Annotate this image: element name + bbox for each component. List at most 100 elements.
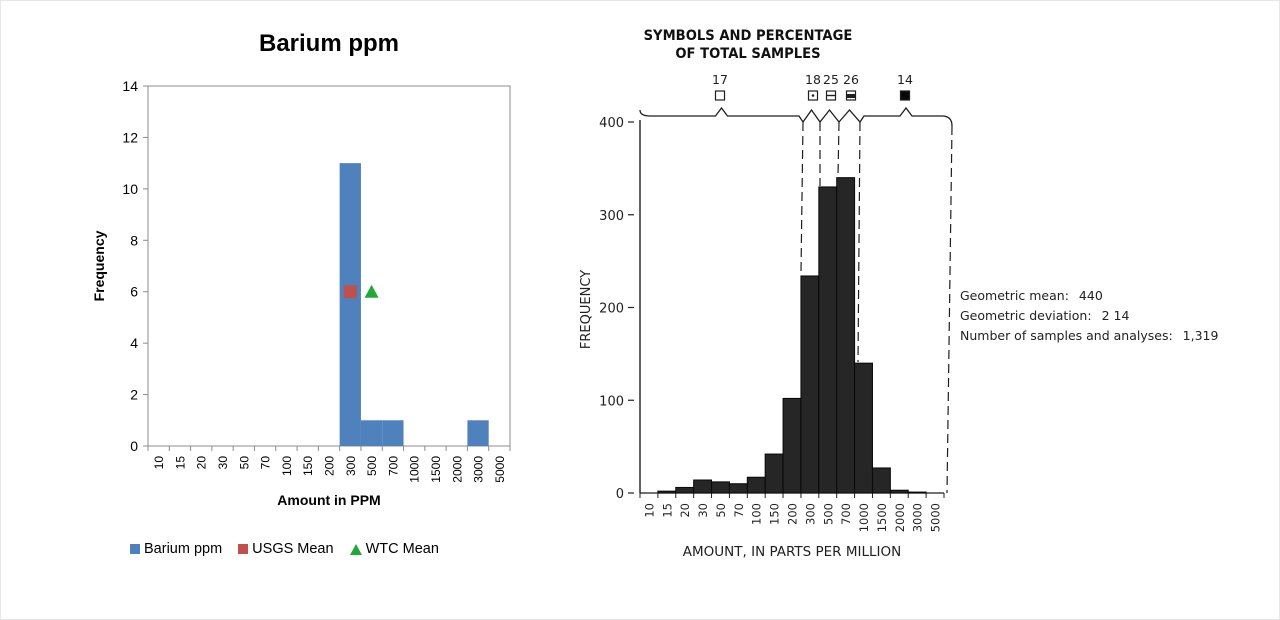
y-tick-label: 4 bbox=[130, 335, 138, 351]
symbol-fill-dot bbox=[811, 94, 815, 97]
histogram-bar bbox=[800, 275, 820, 494]
x-tick-label: 100 bbox=[280, 456, 294, 476]
x-tick-label: 1000 bbox=[857, 503, 871, 532]
legend-swatch-usgs-mean bbox=[238, 544, 249, 554]
x-tick-label: 3000 bbox=[472, 456, 486, 483]
histogram-bar bbox=[782, 397, 802, 494]
x-tick-label: 150 bbox=[301, 456, 315, 476]
x-tick-label: 10 bbox=[642, 503, 656, 518]
y-tick-label: 0 bbox=[130, 438, 138, 454]
x-tick-label: 1500 bbox=[875, 503, 889, 532]
group-percent-label: 14 bbox=[897, 72, 913, 87]
stat-label: Geometric mean: bbox=[960, 288, 1069, 303]
x-tick-label: 150 bbox=[768, 503, 782, 525]
x-tick-label: 3000 bbox=[911, 503, 925, 532]
group-percent-label: 17 bbox=[712, 72, 728, 87]
histogram-bar bbox=[871, 467, 891, 494]
histogram-bar bbox=[746, 476, 766, 494]
group-divider-dashed bbox=[946, 125, 953, 494]
x-tick-label: 2000 bbox=[893, 503, 907, 532]
x-axis-label: AMOUNT, IN PARTS PER MILLION bbox=[683, 544, 901, 560]
histogram-bar bbox=[818, 186, 838, 494]
x-tick-label: 200 bbox=[786, 503, 800, 525]
open-square-symbol-icon bbox=[714, 90, 726, 101]
histogram-bar bbox=[854, 362, 873, 494]
legend-swatch-wtc-mean bbox=[349, 543, 362, 555]
wtc-mean-marker bbox=[364, 284, 379, 298]
stat-geometric-deviation: Geometric deviation: 2 14 bbox=[960, 306, 1218, 326]
y-tick-label: 400 bbox=[599, 116, 624, 131]
histogram-bar bbox=[657, 490, 677, 494]
legend-label-wtc-mean: WTC Mean bbox=[365, 541, 439, 557]
x-axis-label: Amount in PPM bbox=[277, 492, 380, 508]
right-stats: Geometric mean: 440 Geometric deviation: 2… bbox=[960, 286, 1218, 346]
x-tick-label: 15 bbox=[660, 503, 674, 518]
legend-label-usgs-mean: USGS Mean bbox=[252, 541, 334, 557]
x-tick-label: 2000 bbox=[450, 456, 464, 483]
stat-sample-count: Number of samples and analyses: 1,319 bbox=[960, 326, 1218, 346]
left-chart-title: Barium ppm bbox=[258, 30, 399, 57]
legend-item-usgs-mean: USGS Mean bbox=[238, 541, 334, 557]
group-divider-dashed bbox=[800, 121, 804, 273]
x-tick-label: 5000 bbox=[493, 456, 507, 483]
x-tick-label: 500 bbox=[821, 503, 835, 525]
legend-item-barium: Barium ppm bbox=[130, 541, 222, 557]
x-tick-label: 30 bbox=[696, 503, 710, 518]
usgs-mean-marker bbox=[343, 285, 357, 299]
y-tick-label: 100 bbox=[599, 394, 624, 409]
histogram-bar bbox=[360, 420, 383, 446]
x-tick-label: 200 bbox=[323, 456, 337, 476]
y-tick-label: 2 bbox=[130, 387, 138, 403]
y-axis-label: Frequency bbox=[91, 230, 107, 301]
y-tick-label: 6 bbox=[130, 284, 138, 300]
symbol-fill-band bbox=[846, 94, 856, 98]
group-divider-dashed bbox=[837, 121, 840, 177]
histogram-bar bbox=[382, 420, 404, 446]
histogram-bar bbox=[907, 491, 927, 494]
x-tick-label: 15 bbox=[173, 456, 187, 470]
stat-label: Number of samples and analyses: bbox=[960, 328, 1173, 343]
histogram-bar bbox=[889, 489, 909, 494]
histogram-bar bbox=[467, 420, 489, 446]
group-percent-label: 18 bbox=[805, 72, 821, 87]
y-axis-label: FREQUENCY bbox=[579, 270, 594, 349]
x-tick-label: 20 bbox=[195, 456, 209, 470]
right-chart-title: SYMBOLS AND PERCENTAGE OF TOTAL SAMPLES bbox=[643, 28, 853, 62]
x-tick-label: 50 bbox=[714, 503, 728, 518]
x-tick-label: 300 bbox=[803, 503, 817, 525]
stat-geometric-mean: Geometric mean: 440 bbox=[960, 286, 1218, 306]
x-tick-label: 100 bbox=[750, 503, 764, 525]
y-tick-label: 10 bbox=[122, 181, 138, 197]
group-percent-label: 25 bbox=[823, 72, 839, 87]
histogram-bar bbox=[728, 483, 748, 494]
legend-label-barium: Barium ppm bbox=[144, 541, 223, 557]
x-tick-label: 50 bbox=[237, 456, 251, 470]
x-tick-label: 5000 bbox=[929, 503, 943, 532]
histogram-bar bbox=[836, 177, 856, 494]
y-tick-label: 14 bbox=[122, 78, 138, 94]
filled-square-symbol-icon bbox=[899, 90, 911, 101]
stat-value: 2 14 bbox=[1101, 308, 1130, 323]
histogram-bar bbox=[339, 163, 361, 446]
x-tick-label: 20 bbox=[678, 503, 692, 518]
y-tick-label: 8 bbox=[130, 232, 138, 248]
group-percent-label: 26 bbox=[843, 72, 859, 87]
y-tick-label: 300 bbox=[599, 209, 624, 224]
x-tick-label: 70 bbox=[259, 456, 273, 470]
histogram-bar bbox=[675, 486, 695, 494]
group-brace bbox=[639, 106, 953, 127]
x-tick-label: 1000 bbox=[408, 456, 422, 483]
left-legend: Barium ppm USGS Mean WTC Mean bbox=[130, 540, 439, 558]
plot-area-frame bbox=[147, 85, 511, 447]
y-tick-label: 0 bbox=[616, 487, 624, 502]
histogram-bar bbox=[711, 481, 730, 494]
x-tick-label: 700 bbox=[839, 503, 853, 525]
legend-swatch-barium bbox=[130, 544, 140, 554]
x-tick-label: 1500 bbox=[429, 456, 443, 483]
legend-item-wtc-mean: WTC Mean bbox=[349, 541, 439, 557]
left-chart: 0 2 4 6 8 10 12 14 10 15 20 30 50 70 100 150 200 300 500 70… bbox=[91, 78, 511, 508]
group-divider-dashed bbox=[857, 121, 861, 363]
histogram-bar bbox=[693, 479, 713, 494]
histogram-bar bbox=[764, 453, 784, 494]
